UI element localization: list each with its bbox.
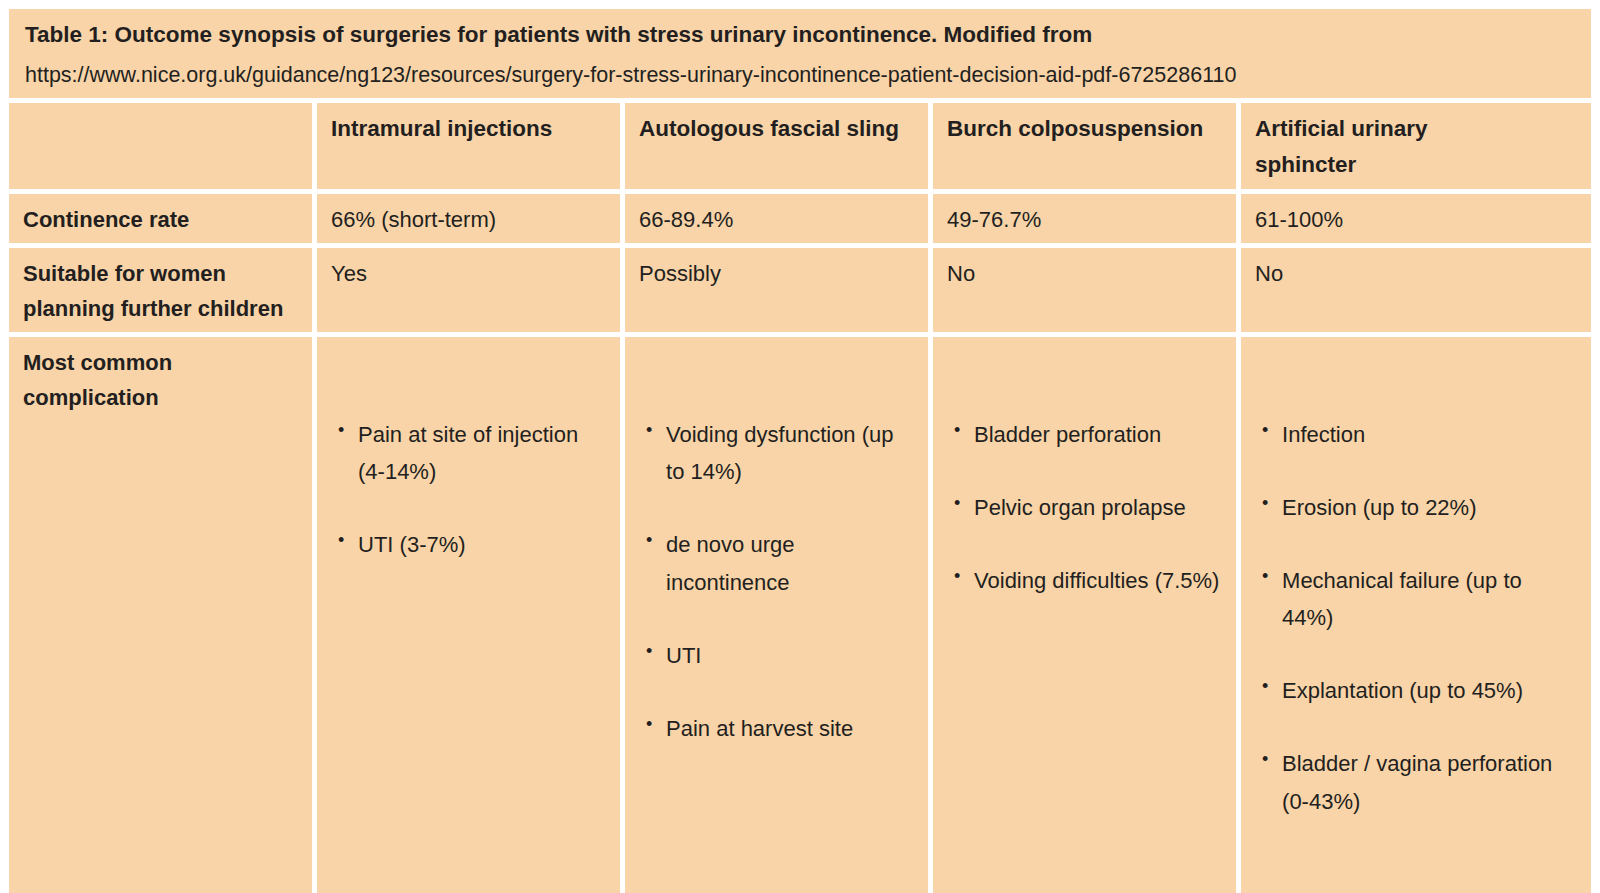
row-continence-rate: Continence rate 66% (short-term) 66-89.4… xyxy=(9,194,1591,243)
row-label-continence-rate: Continence rate xyxy=(9,194,312,243)
list-item: de novo urge incontinence xyxy=(639,526,914,602)
caption-row: Table 1: Outcome synopsis of surgeries f… xyxy=(9,9,1591,98)
list-item: UTI xyxy=(639,637,914,675)
bullet-list: Bladder perforation Pelvic organ prolaps… xyxy=(947,380,1222,634)
list-item: Pain at site of injection (4-14%) xyxy=(331,416,606,492)
list-item: Mechanical failure (up to 44%) xyxy=(1255,562,1577,638)
list-item: Voiding difficulties (7.5%) xyxy=(947,562,1222,600)
document-page: Table 1: Outcome synopsis of surgeries f… xyxy=(0,0,1600,893)
column-header-burch-colposuspension: Burch colposuspension xyxy=(933,103,1236,189)
cell-complications-burch: Bladder perforation Pelvic organ prolaps… xyxy=(933,337,1236,893)
list-item: Voiding dysfunction (up to 14%) xyxy=(639,416,914,492)
cell-value: Possibly xyxy=(625,248,928,332)
column-header-artificial-urinary-sphincter: Artificial urinary sphincter xyxy=(1241,103,1591,189)
source-url: https://www.nice.org.uk/guidance/ng123/r… xyxy=(25,60,1575,90)
list-item: Explantation (up to 45%) xyxy=(1255,672,1577,710)
list-item: Bladder perforation xyxy=(947,416,1222,454)
column-header-intramural-injections: Intramural injections xyxy=(317,103,620,189)
cell-value: 66-89.4% xyxy=(625,194,928,243)
cell-value: No xyxy=(933,248,1236,332)
cell-value: 61-100% xyxy=(1241,194,1591,243)
cell-value: Yes xyxy=(317,248,620,332)
cell-complications-intramural: Pain at site of injection (4-14%) UTI (3… xyxy=(317,337,620,893)
cell-value: 66% (short-term) xyxy=(317,194,620,243)
column-header-autologous-fascial-sling: Autologous fascial sling xyxy=(625,103,928,189)
list-item: Infection xyxy=(1255,416,1577,454)
row-label-suitable-further-children: Suitable for women planning further chil… xyxy=(9,248,312,332)
cell-complications-fascial-sling: Voiding dysfunction (up to 14%) de novo … xyxy=(625,337,928,893)
bullet-list: Pain at site of injection (4-14%) UTI (3… xyxy=(331,380,606,599)
table-caption-cell: Table 1: Outcome synopsis of surgeries f… xyxy=(9,9,1591,98)
bullet-list: Voiding dysfunction (up to 14%) de novo … xyxy=(639,380,914,783)
cell-value: No xyxy=(1241,248,1591,332)
outcome-synopsis-table: Table 1: Outcome synopsis of surgeries f… xyxy=(4,4,1596,893)
corner-cell xyxy=(9,103,312,189)
cell-complications-sphincter: Infection Erosion (up to 22%) Mechanical… xyxy=(1241,337,1591,893)
list-item: Pelvic organ prolapse xyxy=(947,489,1222,527)
row-label-most-common-complication: Most common complication xyxy=(9,337,312,893)
list-item: Pain at harvest site xyxy=(639,710,914,748)
header-row: Intramural injections Autologous fascial… xyxy=(9,103,1591,189)
list-item: UTI (3-7%) xyxy=(331,526,606,564)
row-suitable-further-children: Suitable for women planning further chil… xyxy=(9,248,1591,332)
cell-value: 49-76.7% xyxy=(933,194,1236,243)
row-most-common-complication: Most common complication Pain at site of… xyxy=(9,337,1591,893)
list-item: Bladder / vagina perforation (0-43%) xyxy=(1255,745,1577,821)
bullet-list: Infection Erosion (up to 22%) Mechanical… xyxy=(1255,380,1577,856)
table-title: Table 1: Outcome synopsis of surgeries f… xyxy=(25,19,1575,51)
list-item: Erosion (up to 22%) xyxy=(1255,489,1577,527)
